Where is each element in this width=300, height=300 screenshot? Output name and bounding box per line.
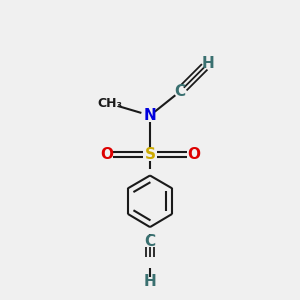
Text: O: O	[100, 147, 113, 162]
Text: S: S	[145, 147, 155, 162]
Text: C: C	[144, 234, 156, 249]
Text: C: C	[174, 84, 186, 99]
Text: H: H	[202, 56, 215, 70]
Text: CH₃: CH₃	[97, 97, 122, 110]
Text: H: H	[144, 274, 156, 290]
Text: O: O	[187, 147, 200, 162]
Text: N: N	[144, 108, 156, 123]
